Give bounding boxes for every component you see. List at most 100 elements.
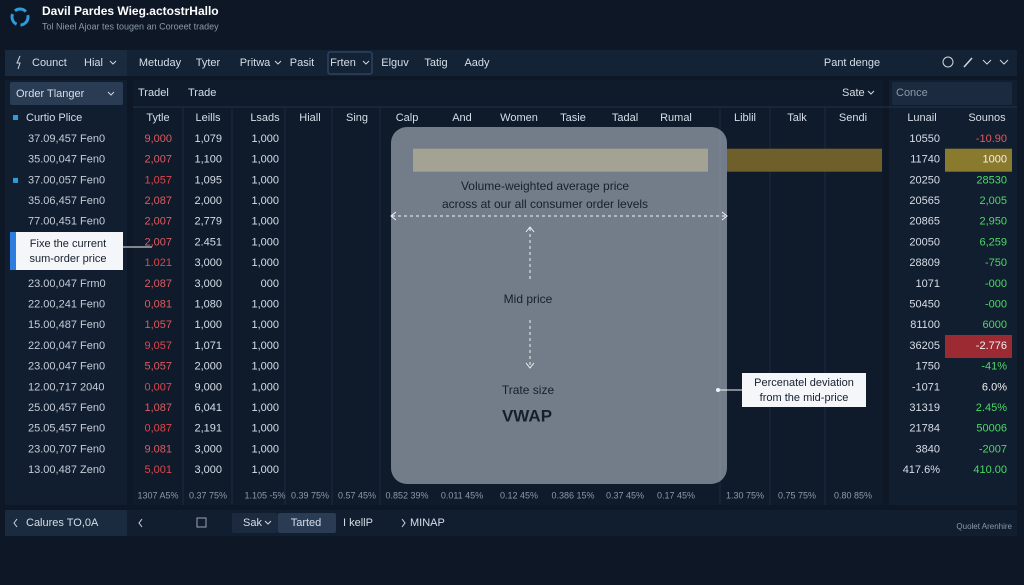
cell: 9,000 [144,133,172,145]
footer-cell: 0.37 75% [189,490,227,500]
tab-box-active[interactable] [278,513,336,533]
cell: -41% [981,361,1007,373]
search-box[interactable] [892,82,1012,105]
icon-bolt [16,55,21,70]
icon-smile[interactable] [942,56,954,68]
callout-text: from the mid-price [760,392,849,404]
callout [742,373,866,407]
toolbar-right: Pant denge [824,57,880,69]
price-row: 77.00,451 Fen0 [28,216,105,228]
bottom-tab[interactable]: Tarted [291,517,322,529]
cell: 1,000 [251,361,279,373]
icon-next [401,518,406,528]
cell: 28530 [976,174,1007,186]
column-header: Liblil [734,112,756,124]
chevron [274,60,282,65]
bottom-left[interactable] [5,510,127,536]
column-header: Calp [396,112,419,124]
cell: 1,000 [251,195,279,207]
footer-cell: 1.30 75% [726,490,764,500]
bottom-tab[interactable]: Sak [243,517,262,529]
column-header: Lsads [250,112,280,124]
cell: 5,001 [144,464,172,476]
icon-chevrons[interactable] [982,59,1009,65]
cell: 1,000 [251,443,279,455]
toolbar-tab[interactable]: Elguv [381,57,409,69]
column-header: Leills [195,112,221,124]
column-header: Sounos [968,112,1006,124]
cell: -1071 [912,381,940,393]
cell: 6000 [983,319,1007,331]
price-row: 25.00,457 Fen0 [28,402,105,414]
cell: 2,000 [194,361,222,373]
footer-cell: 0.386 15% [551,490,594,500]
toolbar-tab[interactable]: Frten [330,57,356,69]
callout-dot [716,388,720,392]
price-row: 15.00,487 Fen0 [28,319,105,331]
icon-square[interactable] [196,517,207,528]
footer-cell: 0.12 45% [500,490,538,500]
tab-box[interactable] [232,513,278,533]
cell: 1,087 [144,402,172,414]
toolbar-item[interactable]: Counct [32,57,67,69]
cell: 2,000 [194,195,222,207]
cell: 20565 [909,195,940,207]
icon-back [13,518,18,528]
cell: 2,087 [144,195,172,207]
icon-edit[interactable] [963,57,973,68]
cell: 410.00 [973,464,1007,476]
cell: 1750 [916,361,940,373]
toolbar-tab[interactable]: Tatig [424,57,447,69]
toolbar-tab[interactable]: Pritwa [240,57,271,69]
toolbar-tab[interactable]: Pasit [290,57,314,69]
cell: 3840 [916,443,940,455]
cell: 28809 [909,257,940,269]
bottom-bar [5,510,1017,536]
cell: 21784 [909,423,940,435]
toolbar-left[interactable] [5,50,127,76]
cell: 6.0% [982,381,1007,393]
cell: 1.021 [144,257,172,269]
cell: 20865 [909,216,940,228]
toolbar-tab[interactable]: Metuday [139,57,182,69]
cell: 2,007 [144,154,172,166]
bottom-tab[interactable]: MINAP [410,517,445,529]
callout-text: Fixe the current [30,238,106,250]
cell: 3,000 [194,278,222,290]
column-header: Women [500,112,538,124]
price-row: 12.00,717 2040 [28,381,104,393]
cell: 1,000 [251,154,279,166]
cell: 2,007 [144,236,172,248]
cell: 1,000 [251,216,279,228]
cell: 81100 [910,319,940,331]
price-row: 35.06,457 Fen0 [28,195,105,207]
bottom-right: Quolet Arenhire [956,522,1012,531]
price-row: 25.05,457 Fen0 [28,423,105,435]
toolbar-tab[interactable]: Tyter [196,57,221,69]
app-subtitle: Tol Nieel Ajoar tes tougen an Coroeet tr… [42,21,219,31]
cell: 1,000 [251,381,279,393]
order-dropdown[interactable] [10,82,123,105]
cell: 2,191 [194,423,222,435]
bottom-tab[interactable]: I kellP [343,517,373,529]
cell: 0,081 [144,299,172,311]
callout-text: sum-order price [29,253,106,265]
cell: 2,087 [144,278,172,290]
left-panel [5,80,127,505]
tab-active[interactable] [327,51,373,75]
cell: -000 [985,278,1007,290]
cell: 20250 [909,174,940,186]
cell: 9,057 [144,340,172,352]
subheader: Trade [188,87,216,99]
cell: 1,079 [194,133,222,145]
footer-cell: 0.37 45% [606,490,644,500]
toolbar-item[interactable]: Hial [84,57,103,69]
chevron [867,90,875,95]
search-placeholder: Conce [896,87,928,99]
toolbar-tab[interactable]: Aady [464,57,490,69]
cell: 1,057 [144,174,172,186]
column-header: Tadal [612,112,638,124]
column-header: Tasie [560,112,586,124]
chevron [109,60,117,65]
chevron [107,91,115,96]
